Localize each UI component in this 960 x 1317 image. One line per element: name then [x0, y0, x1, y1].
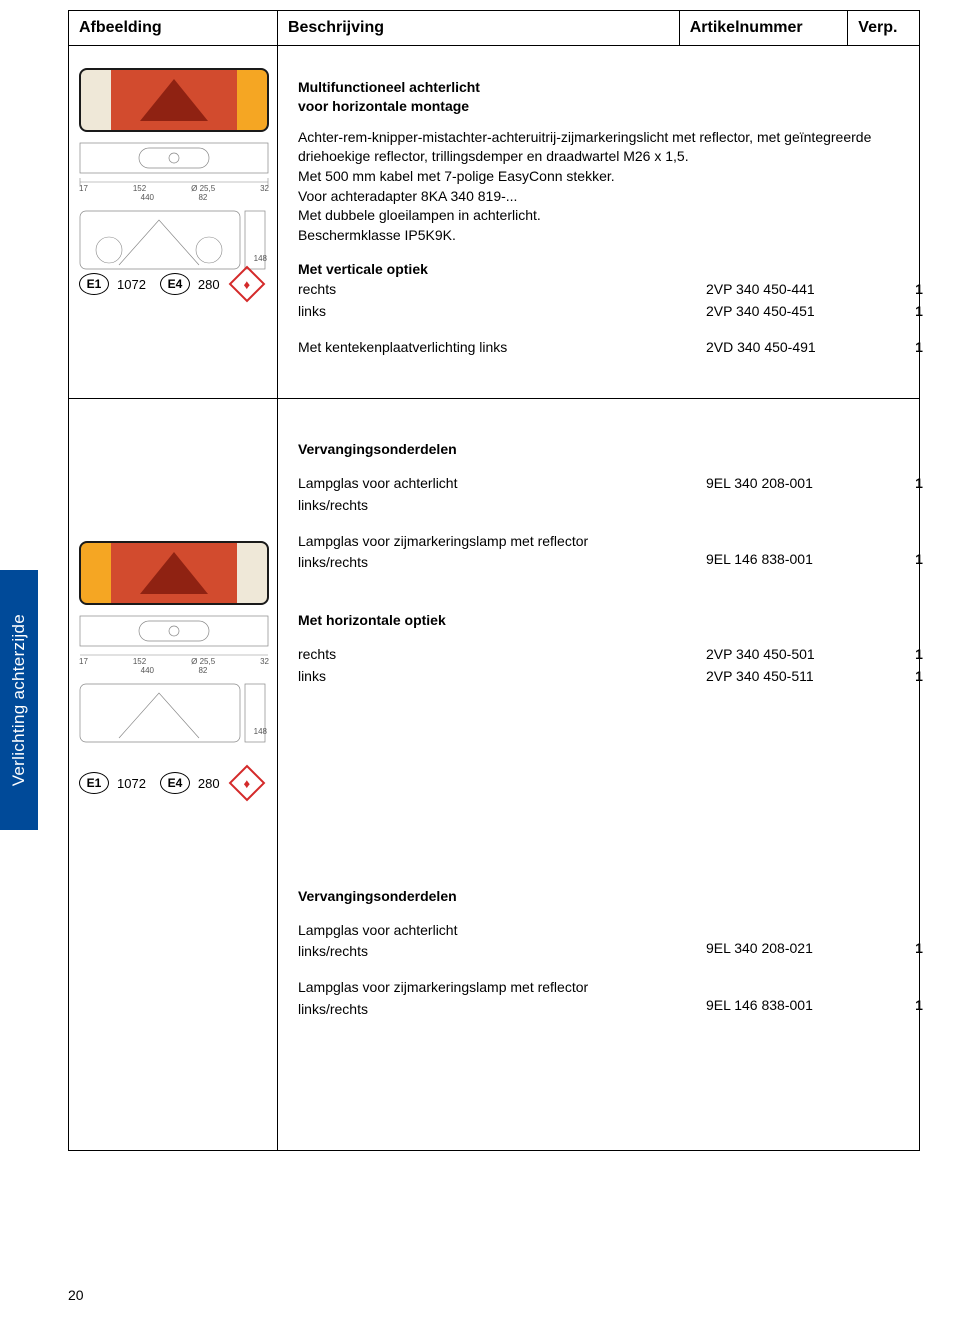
- article-number: 2VD 340 450-491: [696, 337, 863, 359]
- spec-row: links 2VP 340 450-511 1: [298, 666, 899, 688]
- pack-qty: 1: [863, 531, 923, 574]
- section-heading: Vervangingsonderdelen: [298, 888, 899, 904]
- dim-diam: Ø 25,5: [191, 657, 215, 666]
- dim-82: 82: [198, 193, 207, 202]
- pack-qty: 1: [863, 920, 923, 963]
- e1-number: 1072: [117, 776, 146, 791]
- section-heading: Met horizontale optiek: [298, 612, 899, 628]
- article-number: 9EL 340 208-001: [696, 473, 863, 516]
- dim-82: 82: [198, 666, 207, 675]
- product-description: Achter-rem-knipper-mistachter-achteruitr…: [298, 128, 899, 246]
- catalog-page: Verlichting achterzijde Afbeelding Besch…: [0, 0, 960, 1317]
- dim-440: 440: [141, 666, 154, 675]
- desc-cell: Multifunctioneel achterlicht voor horizo…: [277, 46, 919, 399]
- table-row: 17 152 Ø 25,5 32 440 82: [69, 46, 920, 399]
- pack-qty: 1: [863, 279, 923, 301]
- spec-row: rechts 2VP 340 450-441 1: [298, 279, 899, 301]
- article-number: 2VP 340 450-451: [696, 301, 863, 323]
- spec-row: rechts 2VP 340 450-501 1: [298, 644, 899, 666]
- image-cell: 17 152 Ø 25,5 32 440 82: [69, 46, 278, 399]
- e4-badge: E4: [160, 772, 190, 794]
- spec-row: Lampglas voor zijmarkeringslamp met refl…: [298, 977, 899, 1020]
- product-title: Multifunctioneel achterlicht voor horizo…: [298, 78, 899, 116]
- article-number: 9EL 146 838-001: [696, 977, 863, 1020]
- article-number: 2VP 340 450-501: [696, 644, 863, 666]
- article-number: 2VP 340 450-511: [696, 666, 863, 688]
- article-number: 2VP 340 450-441: [696, 279, 863, 301]
- e1-number: 1072: [117, 277, 146, 292]
- dim-440: 440: [141, 193, 154, 202]
- dim-152: 152: [133, 657, 146, 666]
- article-number: 9EL 146 838-001: [696, 531, 863, 574]
- tech-drawing-bottom: 148: [79, 683, 269, 736]
- dim-148: 148: [254, 727, 267, 736]
- dim-17: 17: [79, 657, 88, 666]
- pack-qty: 1: [863, 977, 923, 1020]
- spec-row: Lampglas voor achterlichtlinks/rechts 9E…: [298, 473, 899, 516]
- col-artikelnummer: Artikelnummer: [679, 11, 848, 46]
- dim-17: 17: [79, 184, 88, 193]
- pack-qty: 1: [863, 337, 923, 359]
- tech-drawing-top: 17 152 Ø 25,5 32 440 82: [79, 142, 269, 202]
- taillight-image: [79, 541, 269, 605]
- spec-row: links 2VP 340 450-451 1: [298, 301, 899, 323]
- hazard-icon: ♦: [228, 765, 265, 802]
- page-number: 20: [68, 1287, 84, 1303]
- dim-152: 152: [133, 184, 146, 193]
- e4-number: 280: [198, 277, 220, 292]
- cert-row: E1 1072 E4 280 ♦: [79, 271, 267, 297]
- section-heading: Vervangingsonderdelen: [298, 441, 899, 457]
- spec-row: Met kentekenplaatverlichting links 2VD 3…: [298, 337, 899, 359]
- side-tab: Verlichting achterzijde: [0, 570, 38, 830]
- dim-32: 32: [260, 657, 269, 666]
- hazard-icon: ♦: [228, 266, 265, 303]
- section-heading: Met verticale optiek: [298, 261, 899, 277]
- pack-qty: 1: [863, 666, 923, 688]
- col-afbeelding: Afbeelding: [69, 11, 278, 46]
- spec-row: Lampglas voor achterlichtlinks/rechts 9E…: [298, 920, 899, 963]
- col-beschrijving: Beschrijving: [277, 11, 679, 46]
- pack-qty: 1: [863, 644, 923, 666]
- e4-badge: E4: [160, 273, 190, 295]
- taillight-image: [79, 68, 269, 132]
- article-number: 9EL 340 208-021: [696, 920, 863, 963]
- pack-qty: 1: [863, 301, 923, 323]
- cert-row: E1 1072 E4 280 ♦: [79, 770, 267, 796]
- image-cell: 17 152 Ø 25,5 32 440 82: [69, 399, 278, 1151]
- product-table: Afbeelding Beschrijving Artikelnummer Ve…: [68, 10, 920, 1151]
- pack-qty: 1: [863, 473, 923, 516]
- spec-row: Lampglas voor zijmarkeringslamp met refl…: [298, 531, 899, 574]
- e1-badge: E1: [79, 273, 109, 295]
- table-row: 17 152 Ø 25,5 32 440 82: [69, 399, 920, 1151]
- dim-148: 148: [254, 254, 267, 263]
- e4-number: 280: [198, 776, 220, 791]
- tech-drawing-top: 17 152 Ø 25,5 32 440 82: [79, 615, 269, 675]
- side-tab-label: Verlichting achterzijde: [9, 614, 29, 786]
- e1-badge: E1: [79, 772, 109, 794]
- dim-diam: Ø 25,5: [191, 184, 215, 193]
- dim-32: 32: [260, 184, 269, 193]
- col-verp: Verp.: [848, 11, 920, 46]
- table-header-row: Afbeelding Beschrijving Artikelnummer Ve…: [69, 11, 920, 46]
- desc-cell: Vervangingsonderdelen Lampglas voor acht…: [277, 399, 919, 1151]
- tech-drawing-bottom: 148: [79, 210, 269, 263]
